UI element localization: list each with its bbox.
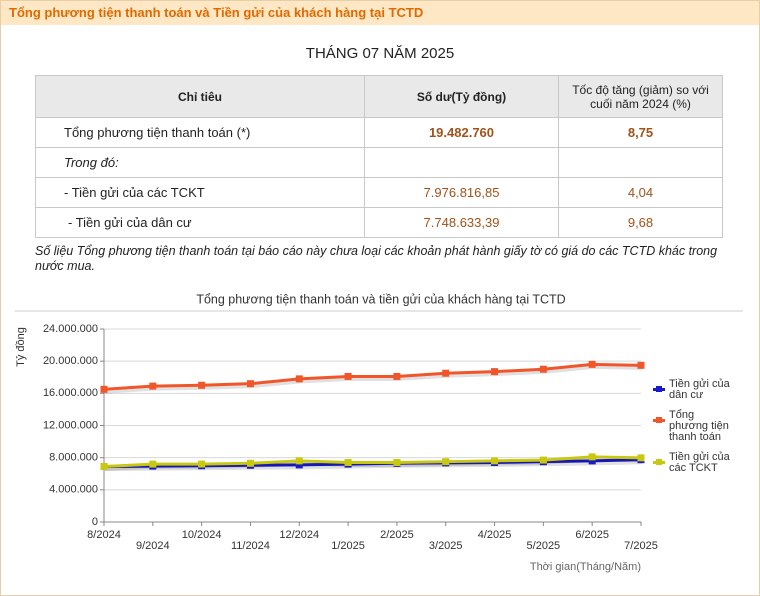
cell: 19.482.760 [364, 117, 559, 148]
cell: 7.748.633,39 [364, 207, 559, 238]
y-tick-label: 16.000.000 [43, 387, 98, 399]
cell: 4,04 [558, 177, 723, 208]
cell [364, 147, 559, 178]
point [295, 457, 303, 465]
point [393, 372, 401, 380]
legend-swatch [653, 417, 665, 423]
data-table: Chỉ tiêu Số dư(Tỷ đồng) Tốc độ tăng (giả… [35, 75, 723, 238]
note: Số liệu Tổng phương tiện thanh toán tại … [35, 244, 718, 273]
point [442, 458, 450, 466]
y-axis-label: Tỷ đồng [15, 327, 27, 367]
point [491, 457, 499, 465]
x-tick-label: 10/2024 [182, 529, 222, 541]
subtitle: THÁNG 07 NĂM 2025 [305, 45, 455, 62]
point [198, 460, 206, 468]
point [588, 453, 596, 461]
point [246, 459, 254, 467]
cell: Trong đó: [35, 147, 365, 178]
cell: - Tiền gửi của các TCKT [35, 177, 365, 208]
cell: Tổng phương tiện thanh toán (*) [35, 117, 365, 148]
legend-swatch [653, 386, 665, 392]
cell: 8,75 [558, 117, 723, 148]
x-axis-label: Thời gian(Tháng/Năm) [530, 561, 641, 573]
header-title: Tổng phương tiện thanh toán và Tiền gửi … [1, 1, 759, 25]
point [149, 460, 157, 468]
point [198, 381, 206, 389]
x-tick-label: 2/2025 [380, 529, 414, 541]
series-shadow [104, 363, 643, 394]
point [539, 365, 547, 373]
point [588, 360, 596, 368]
y-tick-label: 4.000.000 [49, 484, 98, 496]
chart: Tổng phương tiện thanh toán và tiền gửi … [15, 292, 743, 573]
x-tick-label: 5/2025 [527, 540, 561, 552]
y-tick-label: 24.000.000 [43, 323, 98, 335]
column-header: Số dư(Tỷ đồng) [364, 75, 559, 118]
column-header: Tốc độ tăng (giảm) so với cuối năm 2024 … [558, 75, 723, 118]
chart-title: Tổng phương tiện thanh toán và tiền gửi … [196, 292, 565, 306]
cell: - Tiền gửi của dân cư [35, 207, 365, 238]
x-tick-label: 1/2025 [331, 540, 365, 552]
legend-item: Tiền gửi của dân cư [653, 379, 733, 401]
legend: Tiền gửi của dân cư Tổng phương tiện than… [653, 379, 753, 483]
x-tick-label: 12/2024 [279, 529, 319, 541]
legend-label: Tiền gửi của các TCKT [669, 451, 730, 474]
x-tick-label: 4/2025 [478, 529, 512, 541]
y-tick-label: 8.000.000 [49, 452, 98, 464]
x-tick-label: 8/2024 [87, 529, 121, 541]
series-shadow [104, 459, 643, 472]
legend-item: Tổng phương tiện thanh toán [653, 410, 733, 443]
x-tick-label: 11/2024 [231, 540, 270, 552]
point [295, 375, 303, 383]
point [393, 458, 401, 466]
point [442, 369, 450, 377]
point [344, 372, 352, 380]
x-tick-label: 9/2024 [136, 540, 170, 552]
legend-swatch [653, 459, 665, 465]
y-tick-label: 0 [92, 516, 98, 528]
y-tick-label: 20.000.000 [43, 355, 98, 367]
legend-label: Tiền gửi của dân cư [669, 378, 730, 401]
x-tick-label: 7/2025 [624, 540, 658, 552]
point [637, 454, 645, 462]
cell [558, 147, 723, 178]
point [539, 456, 547, 464]
series-line [103, 455, 642, 469]
point [344, 458, 352, 466]
series-line [103, 362, 642, 391]
point [637, 361, 645, 369]
point [295, 461, 303, 469]
y-tick-label: 12.000.000 [43, 419, 98, 431]
point [246, 380, 254, 388]
legend-item: Tiền gửi của các TCKT [653, 452, 733, 474]
x-tick-label: 3/2025 [429, 540, 463, 552]
point [588, 457, 596, 465]
cell: 7.976.816,85 [364, 177, 559, 208]
point [149, 382, 157, 390]
cell: 9,68 [558, 207, 723, 238]
series-shadow [104, 456, 643, 472]
x-tick-label: 6/2025 [575, 529, 609, 541]
point [100, 385, 108, 393]
legend-label: Tổng phương tiện thanh toán [669, 409, 729, 443]
point [491, 368, 499, 376]
point [100, 463, 108, 471]
column-header: Chỉ tiêu [35, 75, 365, 118]
